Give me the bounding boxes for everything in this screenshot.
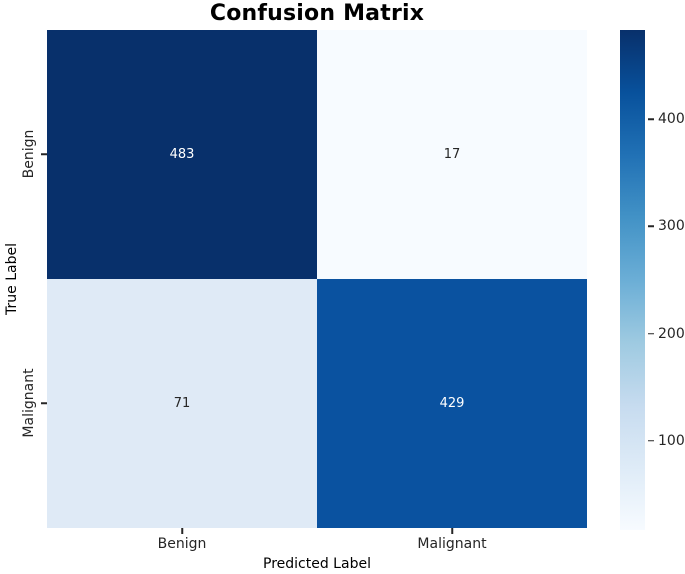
- x-axis-label: Predicted Label: [263, 556, 371, 572]
- y-tick-label-malignant: Malignant: [21, 368, 37, 438]
- y-axis-label: True Label: [4, 243, 20, 315]
- colorbar-tick-label: 200: [658, 325, 685, 342]
- heatmap-cell-true-malignant-pred-malignant: 429: [317, 279, 587, 528]
- colorbar-ticks: 100 200 300 400: [646, 30, 685, 530]
- heatmap-cell-true-benign-pred-malignant: 17: [317, 30, 587, 279]
- colorbar-tick-label: 100: [658, 432, 685, 449]
- heatmap-plot: 483 17 71 429: [47, 30, 587, 528]
- colorbar-gradient: [620, 30, 645, 530]
- colorbar-tick-mark: [648, 332, 654, 335]
- colorbar-tick-mark: [648, 225, 654, 228]
- colorbar-tick-mark: [648, 440, 654, 442]
- y-tick-label-benign: Benign: [21, 129, 37, 179]
- colorbar-tick-mark: [648, 118, 654, 120]
- heatmap-cell-true-benign-pred-benign: 483: [47, 30, 317, 279]
- chart-title: Confusion Matrix: [209, 1, 425, 26]
- x-tick-mark-malignant: [451, 528, 453, 534]
- y-tick-mark-benign: [41, 153, 47, 155]
- heatmap-cell-true-malignant-pred-benign: 71: [47, 279, 317, 528]
- y-tick-mark-malignant: [41, 402, 47, 404]
- colorbar-tick-label: 400: [658, 111, 685, 128]
- colorbar-tick-label: 300: [658, 218, 685, 235]
- x-tick-label-benign: Benign: [157, 536, 207, 552]
- x-tick-label-malignant: Malignant: [417, 536, 487, 552]
- x-tick-mark-benign: [181, 528, 183, 534]
